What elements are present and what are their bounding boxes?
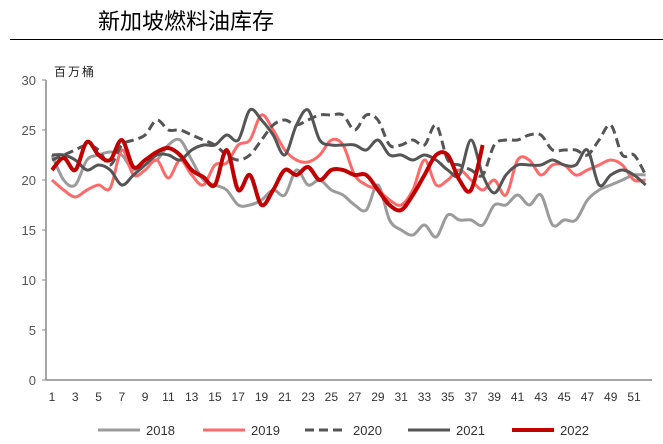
legend-label: 2021 bbox=[456, 423, 485, 438]
x-tick-label: 31 bbox=[395, 390, 409, 404]
x-tick-label: 43 bbox=[534, 390, 548, 404]
legend-label: 2019 bbox=[251, 423, 280, 438]
x-tick-label: 27 bbox=[348, 390, 362, 404]
x-tick-label: 47 bbox=[581, 390, 595, 404]
x-tick-label: 7 bbox=[118, 390, 125, 404]
y-tick-label: 15 bbox=[22, 223, 36, 238]
y-tick-label: 25 bbox=[22, 123, 36, 138]
x-tick-label: 3 bbox=[72, 390, 79, 404]
x-tick-label: 23 bbox=[301, 390, 315, 404]
x-tick-label: 25 bbox=[325, 390, 339, 404]
x-tick-label: 29 bbox=[371, 390, 385, 404]
x-tick-label: 13 bbox=[185, 390, 199, 404]
x-tick-label: 1 bbox=[49, 390, 56, 404]
x-tick-label: 45 bbox=[557, 390, 571, 404]
legend-label: 2020 bbox=[353, 423, 382, 438]
y-tick-label: 10 bbox=[22, 273, 36, 288]
title-divider bbox=[10, 39, 663, 40]
series-line-2019 bbox=[51, 113, 646, 207]
y-tick-label: 20 bbox=[22, 173, 36, 188]
y-tick-label: 30 bbox=[22, 73, 36, 88]
x-tick-label: 41 bbox=[511, 390, 525, 404]
y-tick-label: 0 bbox=[29, 373, 36, 388]
x-tick-label: 15 bbox=[208, 390, 222, 404]
x-tick-label: 9 bbox=[142, 390, 149, 404]
x-tick-label: 21 bbox=[278, 390, 292, 404]
x-tick-label: 33 bbox=[418, 390, 432, 404]
x-tick-label: 51 bbox=[627, 390, 641, 404]
x-tick-label: 5 bbox=[95, 390, 102, 404]
series-line-2022 bbox=[50, 138, 485, 213]
x-tick-label: 19 bbox=[255, 390, 269, 404]
x-tick-label: 17 bbox=[232, 390, 246, 404]
x-tick-label: 49 bbox=[604, 390, 618, 404]
x-tick-label: 39 bbox=[488, 390, 502, 404]
series-line-2021 bbox=[51, 107, 647, 195]
legend-label: 2022 bbox=[560, 423, 589, 438]
chart-title: 新加坡燃料油库存 bbox=[98, 10, 275, 35]
x-tick-label: 11 bbox=[162, 390, 175, 404]
y-axis-label: 百万桶 bbox=[54, 64, 96, 79]
legend-label: 2018 bbox=[146, 423, 175, 438]
series-line-2018 bbox=[50, 137, 646, 239]
series-line-2020 bbox=[51, 112, 647, 178]
x-tick-label: 35 bbox=[441, 390, 455, 404]
y-tick-label: 5 bbox=[29, 323, 36, 338]
x-tick-label: 37 bbox=[464, 390, 478, 404]
